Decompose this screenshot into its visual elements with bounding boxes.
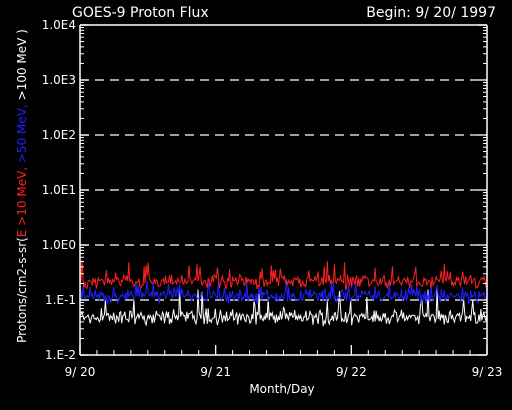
x-tick-label: 9/ 21 bbox=[200, 365, 231, 379]
y-axis-label: Protons/cm2-s-sr(E >10 MeV, >50 MeV, >10… bbox=[15, 29, 29, 343]
chart-title: GOES-9 Proton Flux bbox=[72, 5, 209, 21]
series-line--100-mev bbox=[79, 287, 488, 327]
x-tick-label: 9/ 23 bbox=[472, 365, 503, 379]
x-tick-label: 9/ 22 bbox=[336, 365, 367, 379]
y-tick-label: 1.0E1 bbox=[42, 183, 76, 197]
y-tick-label: 1.0E0 bbox=[42, 238, 76, 252]
y-axis-label-part: >50 MeV, bbox=[15, 104, 29, 167]
y-axis-label-part: Protons/cm2-s-sr( bbox=[15, 237, 29, 343]
y-tick-label: 1.0E2 bbox=[42, 128, 76, 142]
y-tick-label: 1.0E3 bbox=[42, 73, 76, 87]
y-tick-label: 1.0E4 bbox=[42, 18, 76, 32]
x-tick-label: 9/ 20 bbox=[65, 365, 96, 379]
series-line-e-10-mev bbox=[79, 259, 488, 291]
x-axis-label: Month/Day bbox=[249, 382, 314, 396]
y-tick-label: 1.E-1 bbox=[45, 293, 76, 307]
begin-date-label: Begin: 9/ 20/ 1997 bbox=[366, 5, 496, 21]
y-axis-label-part: >100 MeV ) bbox=[15, 29, 29, 104]
y-tick-label: 1.E-2 bbox=[45, 348, 76, 362]
y-axis-label-part: E >10 MeV, bbox=[15, 167, 29, 237]
plot-area: 1.0E4 1.0E3 1.0E2 1.0E1 1.0E0 1.E-1 1.E-2 9/ 20… bbox=[42, 18, 503, 379]
series-line--50-mev bbox=[79, 278, 488, 306]
